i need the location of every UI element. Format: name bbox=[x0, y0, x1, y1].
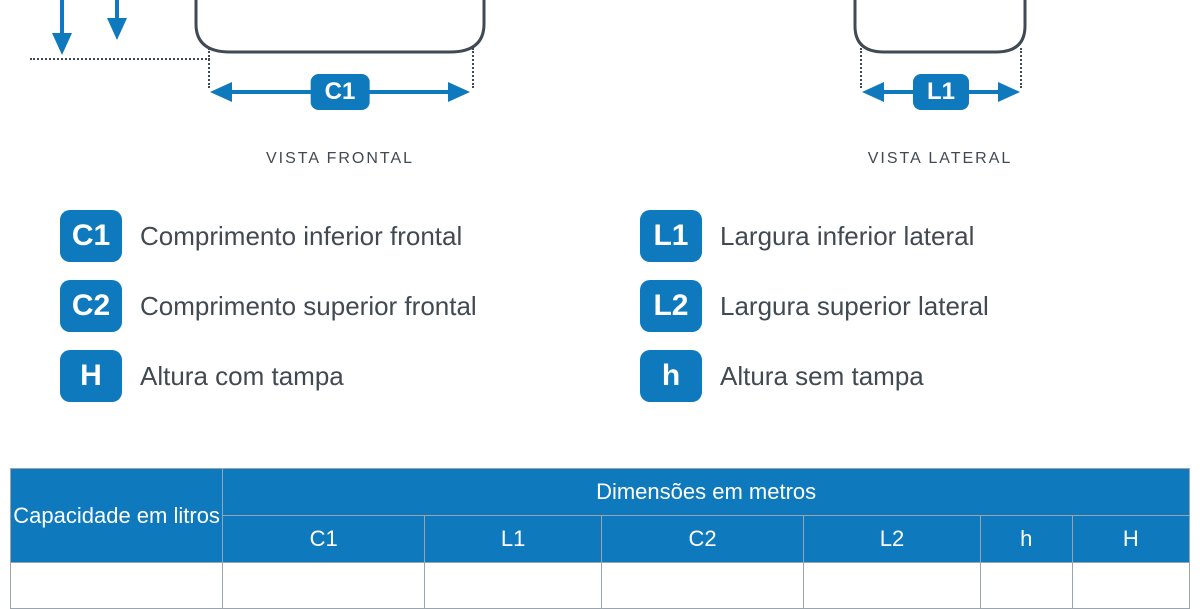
caption-front: VISTA FRONTAL bbox=[266, 150, 414, 168]
table-row bbox=[980, 563, 1072, 609]
dimension-table: Capacidade em litros Dimensões em metros… bbox=[10, 468, 1190, 609]
legend-text: Comprimento inferior frontal bbox=[140, 221, 462, 252]
guide-front-right bbox=[472, 48, 474, 88]
legend-col-left: C1 Comprimento inferior frontal C2 Compr… bbox=[60, 210, 560, 402]
legend-item: h Altura sem tampa bbox=[640, 350, 1140, 402]
legend-item: H Altura com tampa bbox=[60, 350, 560, 402]
legend-text: Altura sem tampa bbox=[720, 361, 924, 392]
legend-badge: C1 bbox=[60, 210, 122, 262]
legend-text: Comprimento superior frontal bbox=[140, 291, 477, 322]
height-arrow-h bbox=[107, 0, 127, 40]
height-arrow-H bbox=[52, 0, 72, 55]
table-header-group: Dimensões em metros bbox=[223, 469, 1190, 516]
table-col-C2: C2 bbox=[602, 516, 804, 563]
diagram-region: C1 VISTA FRONTAL L1 VISTA LATERAL bbox=[0, 0, 1200, 200]
legend-badge: H bbox=[60, 350, 122, 402]
caption-side: VISTA LATERAL bbox=[868, 150, 1013, 168]
legend-badge: C2 bbox=[60, 280, 122, 332]
tank-front-outline bbox=[190, 0, 490, 60]
guide-baseline bbox=[30, 58, 210, 60]
table-col-h: h bbox=[980, 516, 1072, 563]
legend-badge: L1 bbox=[640, 210, 702, 262]
guide-side-right bbox=[1020, 48, 1022, 88]
table-row bbox=[602, 563, 804, 609]
table-row bbox=[425, 563, 602, 609]
tank-side-outline bbox=[850, 0, 1030, 60]
legend-text: Largura superior lateral bbox=[720, 291, 989, 322]
legend-item: C1 Comprimento inferior frontal bbox=[60, 210, 560, 262]
legend-item: L1 Largura inferior lateral bbox=[640, 210, 1140, 262]
legend-text: Altura com tampa bbox=[140, 361, 344, 392]
legend-region: C1 Comprimento inferior frontal C2 Compr… bbox=[60, 210, 1140, 402]
dim-label-L1: L1 bbox=[913, 74, 969, 110]
table-header-capacity: Capacidade em litros bbox=[11, 469, 223, 563]
legend-col-right: L1 Largura inferior lateral L2 Largura s… bbox=[640, 210, 1140, 402]
legend-item: L2 Largura superior lateral bbox=[640, 280, 1140, 332]
table-col-C1: C1 bbox=[223, 516, 425, 563]
legend-item: C2 Comprimento superior frontal bbox=[60, 280, 560, 332]
dim-label-C1: C1 bbox=[311, 74, 370, 110]
table-row bbox=[804, 563, 981, 609]
legend-badge: h bbox=[640, 350, 702, 402]
legend-badge: L2 bbox=[640, 280, 702, 332]
table-col-L2: L2 bbox=[804, 516, 981, 563]
table-col-L1: L1 bbox=[425, 516, 602, 563]
table-row bbox=[223, 563, 425, 609]
table-row bbox=[11, 563, 223, 609]
legend-text: Largura inferior lateral bbox=[720, 221, 974, 252]
table-col-H: H bbox=[1072, 516, 1189, 563]
table-row bbox=[1072, 563, 1189, 609]
